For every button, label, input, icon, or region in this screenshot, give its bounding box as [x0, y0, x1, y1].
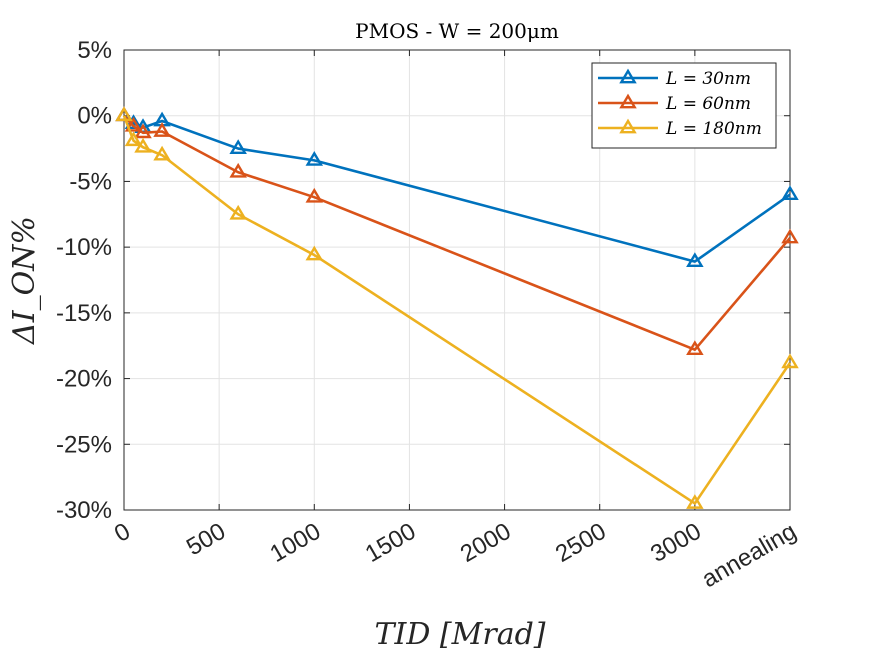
data-point	[124, 116, 143, 132]
data-point	[153, 122, 171, 137]
ticks	[123, 49, 791, 511]
y-tick-label: 0%	[77, 103, 112, 130]
x-axis-title: TID [Mrad]	[374, 617, 545, 652]
data-point	[124, 131, 143, 147]
y-tick-label: -20%	[56, 366, 112, 393]
y-tick-label: -25%	[56, 431, 112, 458]
y-axis-title: ΔI_ON%	[7, 216, 42, 345]
legend: L = 30nm L = 60nm L = 180nm	[591, 62, 777, 149]
y-tick-label: -15%	[56, 300, 112, 327]
data-point	[305, 151, 324, 166]
series-line	[122, 115, 792, 505]
legend-marker	[619, 68, 637, 84]
series-line	[123, 114, 791, 351]
data-point	[686, 340, 704, 356]
y-tick-label: -30%	[56, 497, 112, 524]
legend-label: L = 60nm	[665, 94, 751, 114]
data-point	[305, 187, 324, 203]
data-point	[134, 137, 152, 153]
data-point	[153, 145, 171, 161]
data-point	[781, 185, 799, 200]
y-tick-label: -10%	[56, 234, 112, 261]
y-tick-label: -5%	[69, 168, 112, 195]
series	[115, 106, 799, 509]
series-1	[115, 106, 799, 356]
y-tick-label: 5%	[77, 37, 112, 64]
data-point	[229, 162, 247, 178]
data-point	[781, 353, 799, 369]
data-point	[305, 245, 324, 261]
series-2	[115, 106, 799, 509]
series-line	[123, 114, 791, 263]
data-point	[134, 123, 152, 139]
axes-box	[123, 49, 791, 511]
data-point	[781, 228, 799, 244]
legend-item: L = 60nm	[598, 93, 751, 114]
data-point	[686, 494, 704, 509]
legend-item: L = 30nm	[598, 68, 751, 89]
legend-label: L = 180nm	[665, 119, 762, 139]
data-point	[229, 139, 247, 154]
legend-label: L = 30nm	[665, 69, 751, 89]
legend-item: L = 180nm	[598, 118, 762, 139]
data-point	[686, 252, 704, 267]
legend-marker	[619, 93, 637, 109]
data-point	[229, 204, 247, 220]
legend-marker	[619, 118, 637, 134]
chart-title: PMOS - W = 200μm	[355, 19, 559, 43]
data-point	[115, 106, 133, 122]
